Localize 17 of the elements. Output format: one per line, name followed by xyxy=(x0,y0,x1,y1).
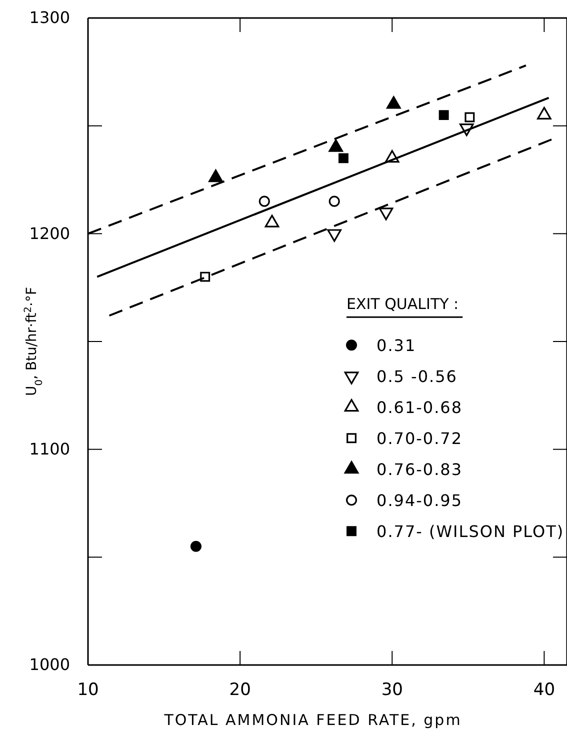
x-tick-label: 10 xyxy=(77,680,99,700)
legend-title: EXIT QUALITY : xyxy=(346,295,459,314)
legend-label: 0.5 -0.56 xyxy=(376,367,458,386)
x-tick-label: 30 xyxy=(381,680,403,700)
legend-label: 0.31 xyxy=(376,336,416,356)
x-axis-title: TOTAL AMMONIA FEED RATE, gpm xyxy=(163,711,462,729)
y-tick-label: 1100 xyxy=(29,439,70,458)
x-tick-label: 20 xyxy=(229,680,251,700)
y-tick-label: 1300 xyxy=(29,8,70,28)
legend-label: 0.94-0.95 xyxy=(376,491,463,510)
legend-label: 0.77- (WILSON PLOT) xyxy=(376,522,564,542)
y-tick-label: 1000 xyxy=(29,655,70,674)
legend-label: 0.76-0.83 xyxy=(376,460,463,480)
legend-label: 0.61-0.68 xyxy=(376,398,463,418)
y-tick-label: 1200 xyxy=(29,224,70,243)
legend-label: 0.70-0.72 xyxy=(376,429,463,448)
x-tick-label: 40 xyxy=(533,680,556,700)
